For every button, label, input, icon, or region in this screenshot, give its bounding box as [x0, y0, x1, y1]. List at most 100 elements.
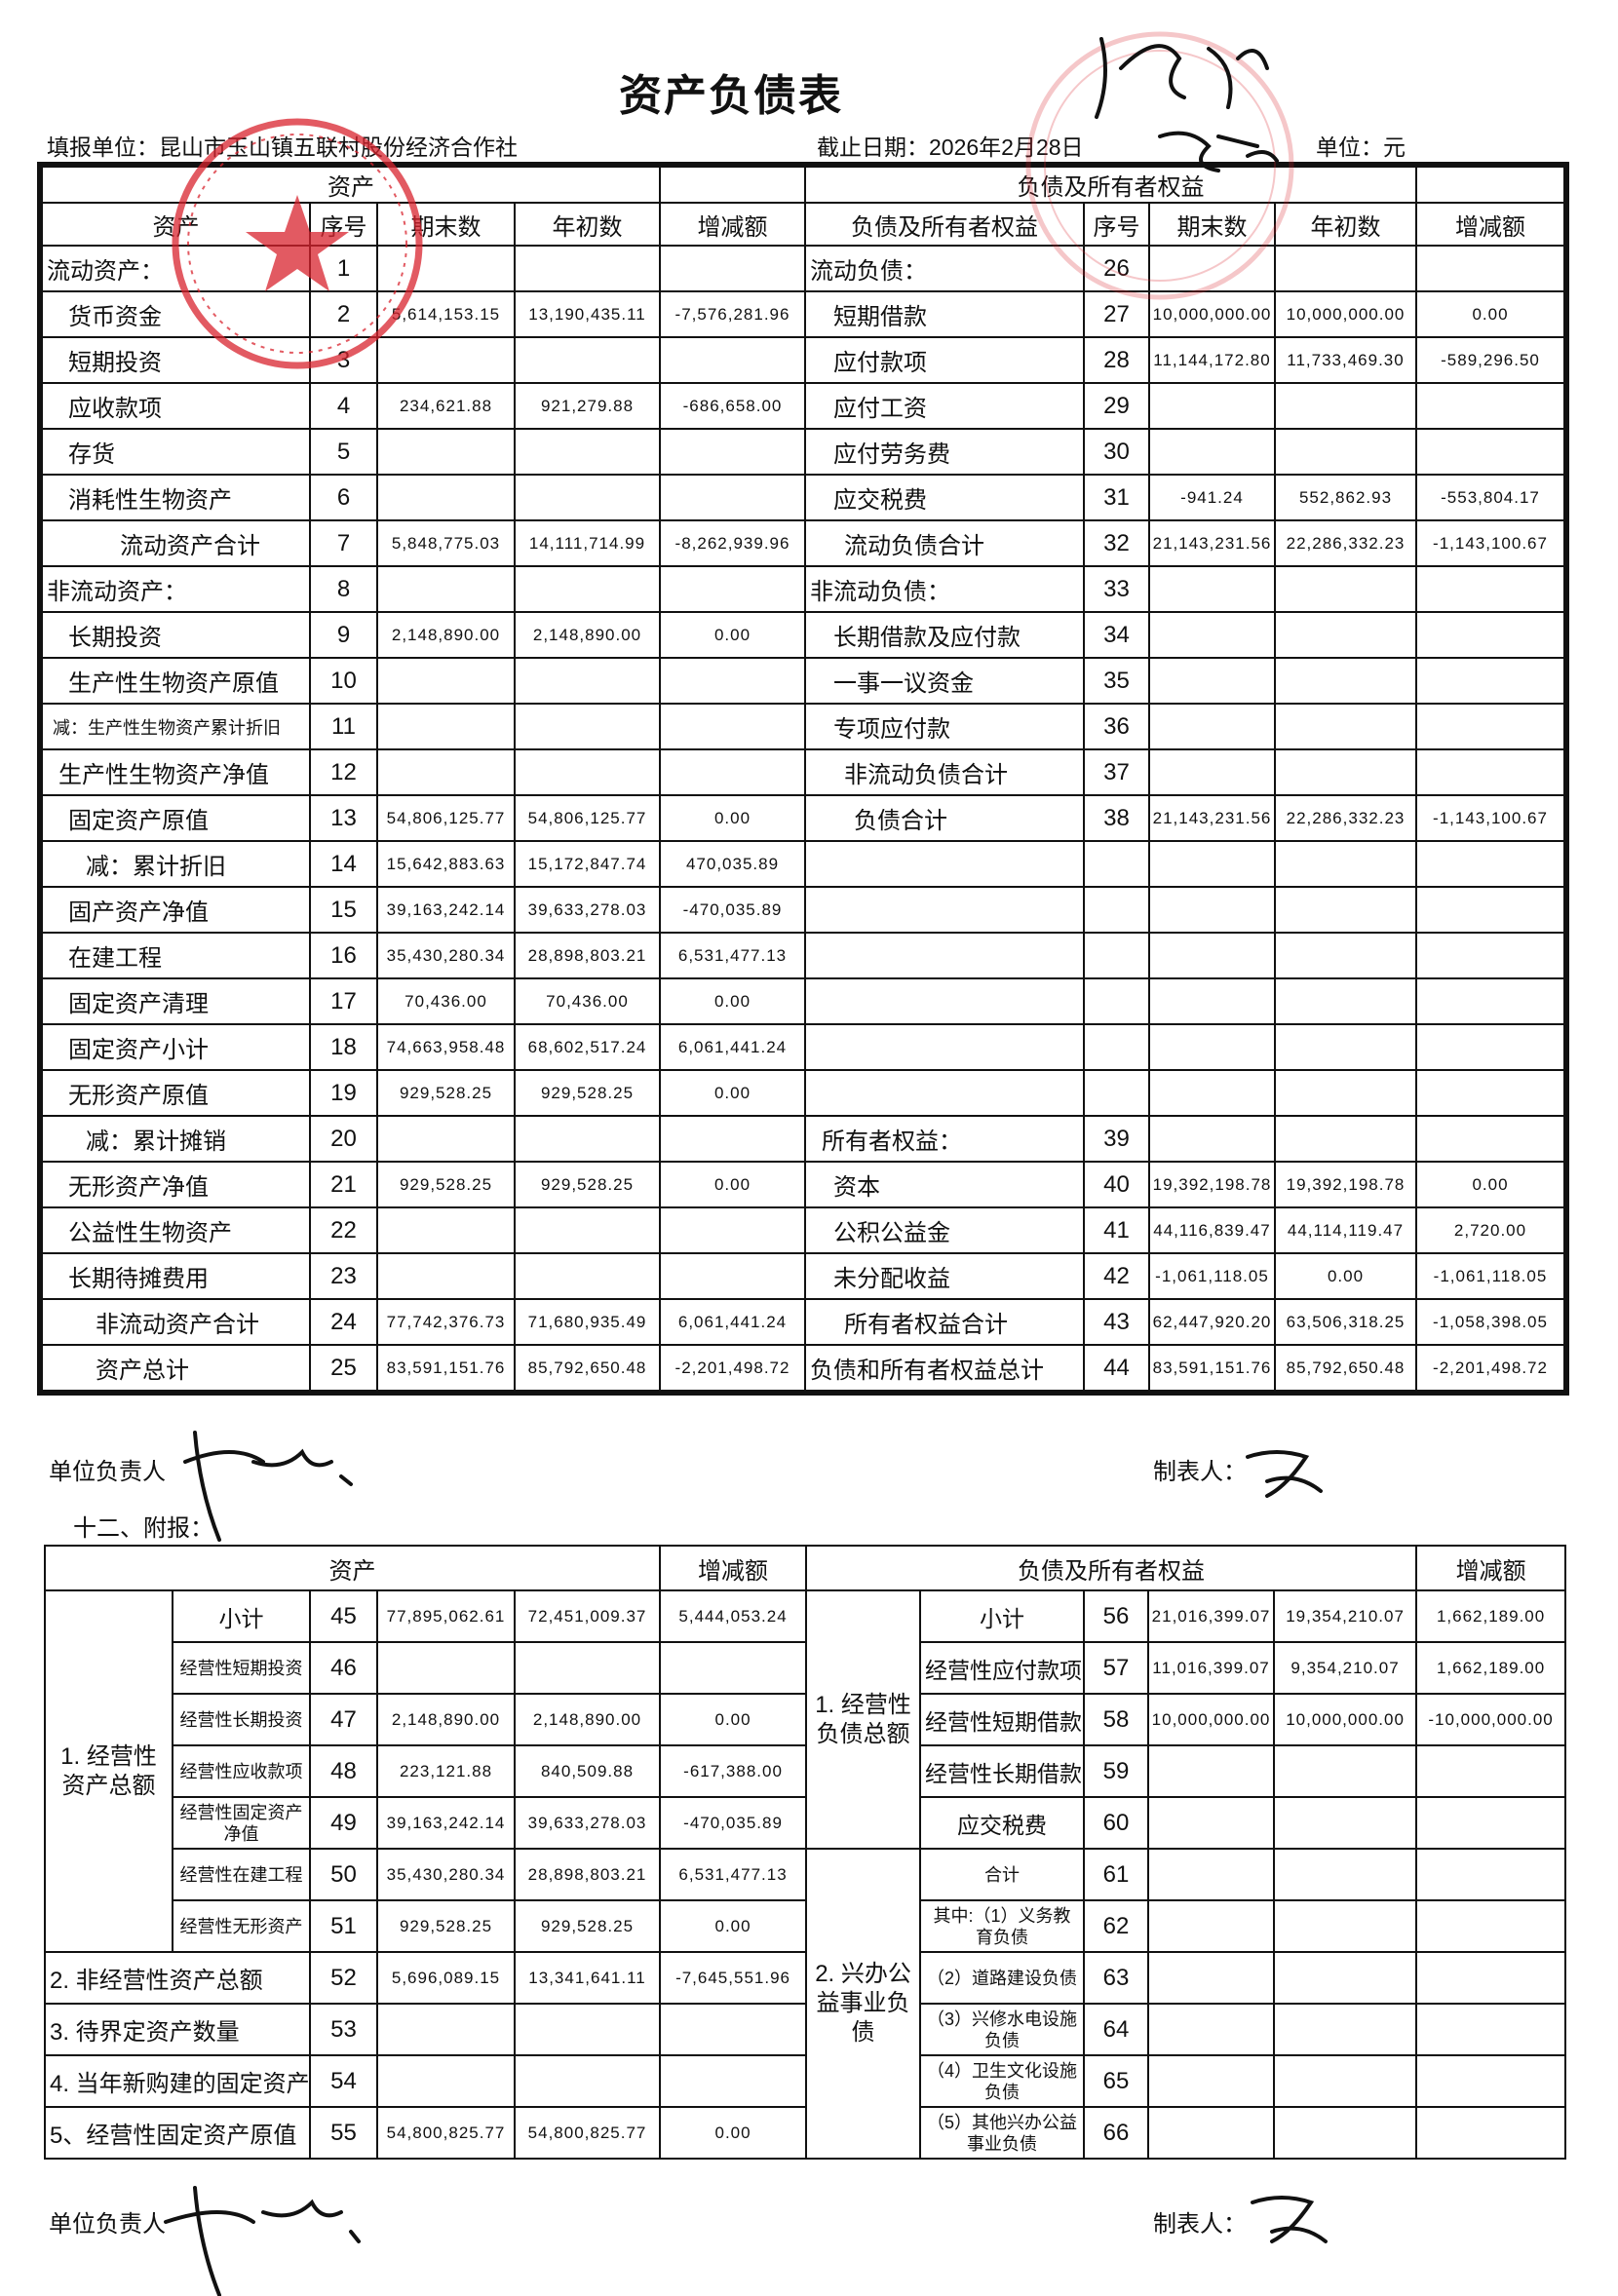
table-row: 固定资产清理 17 70,436.00 70,436.00 0.00 — [41, 977, 1565, 1025]
change-amount — [1415, 611, 1565, 659]
row-number: 57 — [1083, 1641, 1150, 1695]
change-amount: 5,444,053.24 — [659, 1589, 808, 1643]
change-amount — [659, 245, 806, 292]
table-row: 非流动资产合计 24 77,742,376.73 71,680,935.49 6,061… — [41, 1298, 1565, 1346]
table-row: 资产总计 25 83,591,151.76 85,792,650.48 -2,201,4… — [41, 1344, 1565, 1392]
change-amount: -617,388.00 — [659, 1744, 808, 1798]
appendix-liability-label: 其中:（1）义务教育负债 — [919, 1899, 1086, 1953]
left-column-header: 序号 — [309, 202, 378, 247]
year-begin-value — [514, 428, 661, 476]
year-begin-value — [1274, 245, 1417, 292]
change-amount: -470,035.89 — [659, 886, 806, 934]
row-number: 64 — [1083, 2003, 1150, 2056]
year-begin-value — [514, 565, 661, 613]
row-number: 58 — [1083, 1693, 1150, 1746]
change-amount: -8,262,939.96 — [659, 519, 806, 567]
change-amount: 0.00 — [659, 1899, 808, 1953]
period-end-value: 44,116,839.47 — [1148, 1206, 1276, 1254]
asset-item-label: 在建工程 — [41, 932, 311, 979]
change-amount — [1415, 932, 1565, 979]
year-begin-value — [1273, 2106, 1418, 2160]
row-number: 38 — [1083, 794, 1150, 842]
period-end-value — [1148, 748, 1276, 796]
appendix-asset-label: 经营性固定资产净值 — [172, 1796, 311, 1850]
liability-item-label: 专项应付款 — [804, 703, 1085, 750]
year-begin-value: 11,733,469.30 — [1274, 336, 1417, 384]
change-amount: 0.00 — [659, 1693, 808, 1746]
assets-group-header: 资产 — [41, 166, 661, 204]
period-end-value — [1148, 382, 1276, 430]
appendix-liability-label: （2）道路建设负债 — [919, 1951, 1086, 2005]
appendix-asset-label: 小计 — [172, 1589, 311, 1643]
asset-item-label: 货币资金 — [41, 290, 311, 338]
row-number: 42 — [1083, 1252, 1150, 1300]
change-amount: -1,143,100.67 — [1415, 794, 1565, 842]
row-number: 65 — [1083, 2054, 1150, 2108]
table-row: 货币资金 2 5,614,153.15 13,190,435.11 -7,576,281… — [41, 290, 1565, 338]
change-amount — [659, 657, 806, 705]
row-number — [1083, 1069, 1150, 1117]
change-amount: 0.00 — [659, 977, 806, 1025]
year-begin-value: 2,148,890.00 — [514, 611, 661, 659]
year-begin-value: 28,898,803.21 — [514, 932, 661, 979]
row-number: 46 — [309, 1641, 378, 1695]
asset-item-label: 短期投资 — [41, 336, 311, 384]
appendix-assets-header: 资产 — [43, 1545, 662, 1591]
table-row: 减：生产性生物资产累计折旧 11 专项应付款 36 — [41, 703, 1565, 750]
change-amount — [1415, 245, 1565, 292]
row-number: 52 — [309, 1951, 378, 2005]
appendix-row: 4. 当年新购建的固定资产 54 （4）卫生文化设施负债 65 — [44, 2054, 1567, 2108]
year-begin-value: 552,862.93 — [1274, 474, 1417, 521]
year-begin-value — [514, 474, 661, 521]
table-row: 固定资产原值 13 54,806,125.77 54,806,125.77 0.00 负债… — [41, 794, 1565, 842]
row-number: 6 — [309, 474, 378, 521]
year-begin-value: 15,172,847.74 — [514, 840, 661, 888]
change-amount — [659, 428, 806, 476]
liability-item-label: 负债和所有者权益总计 — [804, 1344, 1085, 1392]
year-begin-value: 71,680,935.49 — [514, 1298, 661, 1346]
change-amount — [1415, 2003, 1567, 2056]
year-begin-value — [1274, 611, 1417, 659]
change-amount: 2,720.00 — [1415, 1206, 1565, 1254]
year-begin-value: 22,286,332.23 — [1274, 519, 1417, 567]
year-begin-value — [1274, 748, 1417, 796]
period-end-value — [376, 657, 516, 705]
row-number: 61 — [1083, 1848, 1150, 1901]
right-column-header: 负债及所有者权益 — [804, 202, 1085, 247]
cutoff-date: 截止日期：2026年2月28日 — [817, 134, 1084, 160]
asset-item-label: 长期投资 — [41, 611, 311, 659]
period-end-value — [376, 1641, 516, 1695]
row-number: 15 — [309, 886, 378, 934]
row-number: 51 — [309, 1899, 378, 1953]
period-end-value — [376, 1115, 516, 1163]
unit-leader-label: 单位负责人 — [49, 1459, 166, 1485]
change-amount — [1415, 1023, 1565, 1071]
table-row: 非流动资产： 8 非流动负债： 33 — [41, 565, 1565, 613]
period-end-value — [1148, 565, 1276, 613]
change-amount — [659, 748, 806, 796]
year-begin-value: 14,111,714.99 — [514, 519, 661, 567]
year-begin-value — [1274, 932, 1417, 979]
row-number: 29 — [1083, 382, 1150, 430]
right-column-header: 期末数 — [1148, 202, 1276, 247]
liability-item-label: 公积公益金 — [804, 1206, 1085, 1254]
period-end-value: 223,121.88 — [376, 1744, 516, 1798]
asset-item-label: 资产总计 — [41, 1344, 311, 1392]
change-amount: 6,531,477.13 — [659, 1848, 808, 1901]
row-number: 48 — [309, 1744, 378, 1798]
change-amount — [659, 1115, 806, 1163]
row-number: 26 — [1083, 245, 1150, 292]
appendix-assets-change-header: 增减额 — [659, 1545, 808, 1591]
period-end-value — [376, 703, 516, 750]
change-amount: -1,061,118.05 — [1415, 1252, 1565, 1300]
liability-item-label: 所有者权益： — [804, 1115, 1085, 1163]
row-number: 39 — [1083, 1115, 1150, 1163]
appendix-liability-label: （3）兴修水电设施负债 — [919, 2003, 1086, 2056]
year-begin-value: 72,451,009.37 — [513, 1589, 662, 1643]
year-begin-value — [514, 1252, 661, 1300]
period-end-value — [1148, 1115, 1276, 1163]
year-begin-value: 929,528.25 — [514, 1161, 661, 1208]
year-begin-value — [1274, 703, 1417, 750]
left-column-header: 年初数 — [514, 202, 661, 247]
appendix-liability-label: （4）卫生文化设施负债 — [919, 2054, 1086, 2108]
